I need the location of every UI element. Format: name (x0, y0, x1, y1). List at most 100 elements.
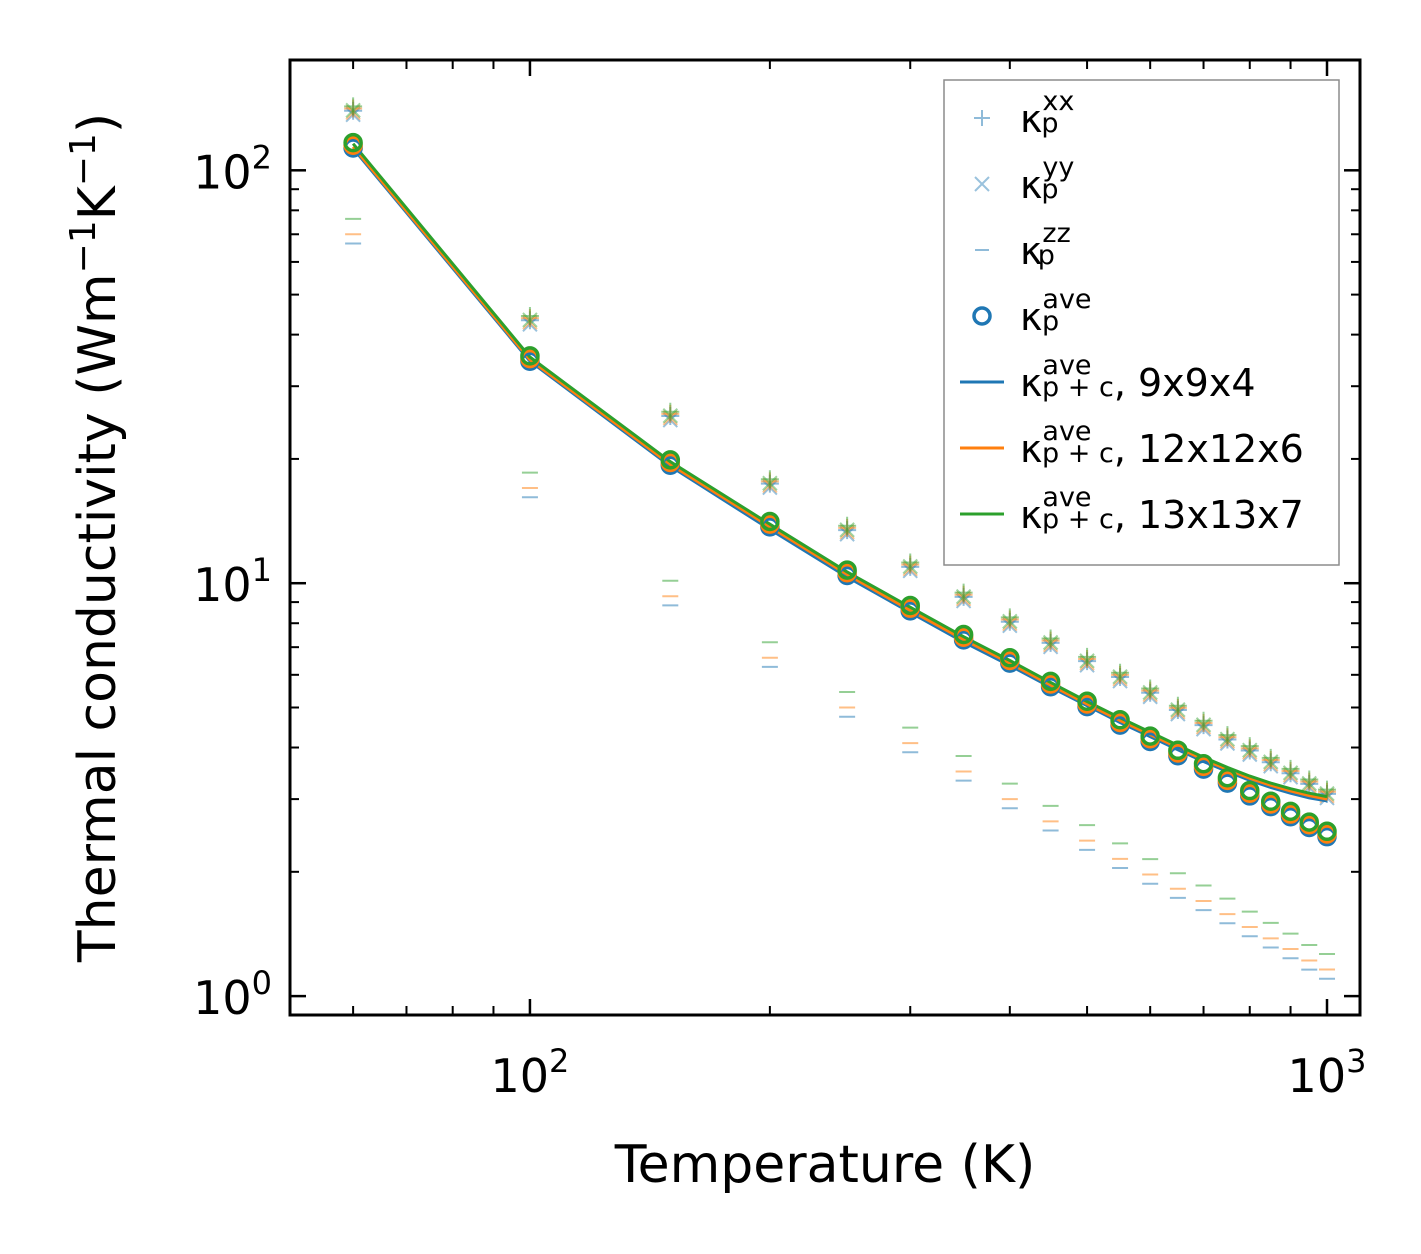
kappa-xx-marker-green (344, 97, 363, 116)
legend-box (943, 79, 1340, 566)
kappa-xx-marker-green (1194, 711, 1213, 730)
kappa-ave-marker-green (760, 511, 780, 532)
kappa-ave-marker-green (1110, 710, 1130, 730)
legend-entry: κave p (972, 284, 1092, 339)
kappa-ave-marker-green (900, 595, 920, 616)
y-tick-base: 10 (193, 971, 252, 1025)
legend-marker-circle (972, 306, 992, 326)
legend-symbol: κ (1020, 493, 1042, 537)
kappa-ave-marker-green (1317, 821, 1337, 842)
legend-superscript: ave (1042, 482, 1091, 513)
y-label-main: Thermal conductivity (Wm (68, 273, 128, 963)
kappa-xx-marker-green (520, 306, 539, 325)
kappa-ave-marker-green (953, 624, 974, 645)
x-tick-label: 102 (490, 1042, 569, 1103)
kappa-yy-marker-green (662, 408, 679, 424)
kappa-pc-line-12x12x6 (351, 145, 1328, 801)
legend-superscript: ave (1042, 284, 1091, 315)
x-tick-exponent: 2 (549, 1042, 569, 1080)
kappa-ave-marker-green (1193, 753, 1214, 774)
kappa-xx-marker-green (661, 402, 680, 421)
legend-superscript: xx (1042, 86, 1074, 117)
kappa-xx-marker-green (1240, 737, 1259, 756)
kappa-ave-marker-green (343, 132, 363, 153)
legend-symbol: κ (1020, 361, 1042, 405)
y-axis-label: Thermal conductivity (Wm−1K−1) (63, 113, 128, 963)
kappa-ave-marker-green (1240, 780, 1260, 801)
kappa-ave-marker-green (1260, 791, 1281, 812)
kappa-ave-marker-green (1217, 767, 1238, 788)
kappa-yy-marker-green (1242, 742, 1258, 758)
x-tick-base: 10 (490, 1049, 549, 1103)
kappa-yy-marker-green (955, 588, 972, 605)
kappa-ave-marker-green (1077, 691, 1097, 712)
kappa-xx-marker-green (1041, 629, 1060, 648)
kappa-xx-marker-green (1111, 663, 1130, 682)
x-tick-label: 103 (1288, 1042, 1367, 1103)
y-tick-exponent: 1 (252, 551, 272, 589)
kappa-xx-marker-green (1218, 726, 1237, 745)
kappa-yy-marker-green (345, 102, 361, 119)
kappa-yy-marker-green (1112, 668, 1128, 685)
kappa-yy-marker-green (1195, 717, 1212, 733)
legend-label: κave p + c, 12x12x6 (1020, 416, 1304, 471)
legend-label: κzz p (1020, 218, 1071, 273)
kappa-xx-marker-green (1261, 748, 1280, 767)
data-layer (343, 97, 1337, 980)
kappa-xx-marker-green (1000, 608, 1019, 627)
legend-marker-plus (974, 110, 990, 126)
legend-superscript: ave (1042, 416, 1091, 447)
kappa-pc-line-13x13x7 (351, 142, 1328, 799)
kappa-yy-marker-green (1263, 754, 1279, 770)
kappa-yy-marker-green (762, 475, 778, 491)
legend-symbol: κ (1020, 97, 1042, 141)
legend-suffix: , 9x9x4 (1114, 361, 1256, 405)
kappa-ave-marker-green (1140, 726, 1160, 746)
y-tick-label: 102 (193, 138, 272, 199)
legend-symbol: κ (1020, 163, 1042, 207)
legend-subscript: p (1041, 108, 1058, 139)
kappa-ave-marker-green (520, 346, 540, 366)
kappa-yy-marker-green (1170, 701, 1186, 718)
kappa-ave-marker-green (660, 450, 681, 470)
legend-entry: κave p + c, 9x9x4 (960, 350, 1256, 405)
kappa-ave-marker-green (1168, 740, 1188, 761)
y-tick-exponent: 2 (252, 138, 272, 176)
legend-marker-cross (974, 176, 990, 192)
plot-frame (288, 58, 1362, 1017)
kappa-yy-marker-green (902, 558, 918, 575)
y-tick-base: 10 (193, 145, 252, 199)
x-tick-exponent: 3 (1346, 1042, 1366, 1080)
kappa-yy-marker-green (1142, 684, 1158, 701)
legend-entry: κave p + c, 13x13x7 (960, 482, 1304, 537)
kappa-yy-marker-green (1002, 613, 1018, 630)
y-label-exponent: −1 (63, 133, 104, 186)
kappa-ave-marker-green (1000, 648, 1020, 668)
legend-superscript: ave (1042, 350, 1091, 381)
legend-label: κave p (1020, 284, 1092, 339)
kappa-yy-marker-green (1282, 765, 1299, 781)
kappa-xx-marker-green (1300, 770, 1319, 789)
legend-subscript: p (1041, 174, 1058, 205)
legend-suffix: , 13x13x7 (1114, 493, 1304, 537)
kappa-xx-marker-green (901, 553, 920, 572)
legend-symbol: κ (1020, 229, 1042, 273)
legend-entry: κxx p (974, 86, 1074, 141)
kappa-ave-marker-green (1280, 801, 1301, 822)
legend-subscript: p + c (1042, 372, 1114, 403)
x-axis-label: Temperature (K) (614, 1135, 1036, 1195)
legend-subscript: p (1038, 240, 1055, 271)
kappa-ave-marker-green (837, 560, 857, 580)
legend-superscript: yy (1042, 152, 1074, 183)
kappa-yy-marker-green (839, 522, 855, 538)
legend-entry: κave p + c, 12x12x6 (960, 416, 1304, 471)
y-tick-label: 100 (193, 964, 272, 1025)
legend-subscript: p + c (1042, 438, 1114, 469)
legend-entry: κzz p (975, 218, 1071, 273)
kappa-xx-marker-green (1281, 759, 1300, 778)
legend-label: κxx p (1020, 86, 1074, 141)
kappa-xx-marker-green (1168, 696, 1187, 715)
kappa-xx-marker-green (1141, 679, 1160, 698)
